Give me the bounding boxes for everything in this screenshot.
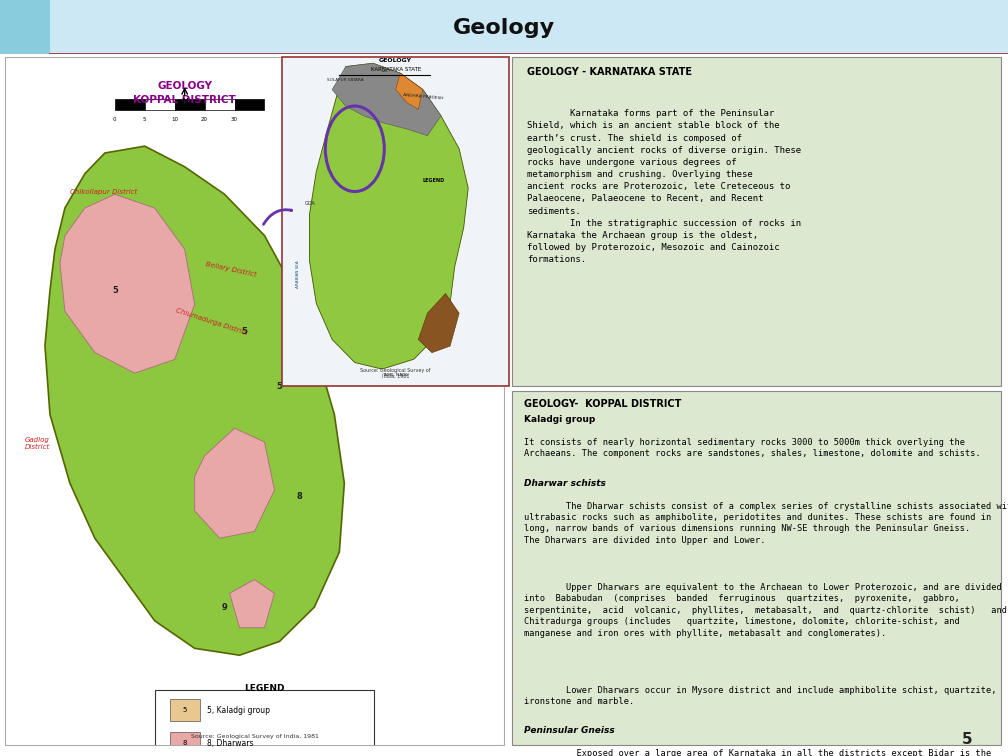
Polygon shape — [45, 146, 345, 655]
Text: 0: 0 — [113, 117, 117, 122]
Bar — [235, 99, 264, 110]
Polygon shape — [395, 73, 423, 110]
Text: LEGEND: LEGEND — [244, 684, 284, 693]
Text: GEOLOGY: GEOLOGY — [379, 58, 412, 64]
Text: TAMIL NADU: TAMIL NADU — [382, 373, 409, 376]
Text: Peninsular Gneiss: Peninsular Gneiss — [524, 727, 615, 736]
Text: SOLAPUR SATARA: SOLAPUR SATARA — [328, 79, 364, 82]
Text: Chiumadurga District: Chiumadurga District — [174, 307, 248, 336]
Text: 5: 5 — [242, 327, 248, 336]
Text: ANDHRA PRADESH: ANDHRA PRADESH — [402, 93, 444, 101]
Text: Dharwar schists: Dharwar schists — [524, 479, 606, 488]
Polygon shape — [230, 580, 274, 627]
Polygon shape — [195, 428, 274, 538]
Text: 9: 9 — [222, 603, 228, 612]
Text: N: N — [181, 98, 188, 107]
Text: Geology: Geology — [453, 18, 555, 39]
Text: Chikollapur District: Chikollapur District — [70, 189, 137, 195]
Text: GEOLOGY: GEOLOGY — [157, 81, 212, 91]
Text: 8: 8 — [182, 740, 186, 746]
Bar — [115, 99, 145, 110]
Text: 8: 8 — [296, 492, 302, 501]
Text: GEOLOGY - KARNATAKA STATE: GEOLOGY - KARNATAKA STATE — [527, 67, 691, 76]
Text: GEOLOGY-  KOPPAL DISTRICT: GEOLOGY- KOPPAL DISTRICT — [524, 398, 681, 409]
Text: 5: 5 — [112, 286, 118, 295]
Bar — [174, 99, 205, 110]
Text: LEGEND: LEGEND — [423, 178, 445, 183]
Text: 10: 10 — [171, 117, 178, 122]
Text: 5: 5 — [143, 117, 146, 122]
Text: Karnataka forms part of the Peninsular
Shield, which is an ancient stable block : Karnataka forms part of the Peninsular S… — [527, 110, 800, 264]
Text: Source: Geological Survey of
India, 1981: Source: Geological Survey of India, 1981 — [361, 368, 430, 379]
Polygon shape — [333, 64, 442, 135]
Text: Kaladgi group: Kaladgi group — [524, 415, 596, 424]
Text: 8, Dharwars: 8, Dharwars — [207, 739, 254, 748]
Text: 5: 5 — [182, 708, 186, 713]
Text: It consists of nearly horizontal sedimentary rocks 3000 to 5000m thick overlying: It consists of nearly horizontal sedimen… — [524, 438, 981, 458]
Text: Lower Dharwars occur in Mysore district and include amphibolite schist, quartzit: Lower Dharwars occur in Mysore district … — [524, 686, 997, 706]
Bar — [154, 689, 374, 756]
Text: Source: Geological Survey of India, 1981: Source: Geological Survey of India, 1981 — [191, 734, 319, 739]
Text: 20: 20 — [202, 117, 208, 122]
Text: The Dharwar schists consist of a complex series of crystalline schists associate: The Dharwar schists consist of a complex… — [524, 501, 1008, 545]
Text: 5, Kaladgi group: 5, Kaladgi group — [207, 706, 270, 714]
Text: Bellary District: Bellary District — [205, 261, 256, 278]
Text: 5: 5 — [962, 732, 973, 747]
Bar — [169, 733, 200, 754]
Text: ARABIAN SEA: ARABIAN SEA — [296, 260, 299, 288]
Text: GOA: GOA — [304, 200, 316, 206]
Polygon shape — [59, 194, 195, 373]
Text: KOPPAL DISTRICT: KOPPAL DISTRICT — [133, 94, 236, 104]
Text: 5: 5 — [276, 383, 282, 392]
Bar — [205, 99, 235, 110]
Bar — [0, 0, 50, 54]
Text: 30: 30 — [231, 117, 238, 122]
Polygon shape — [309, 64, 468, 369]
Bar — [145, 99, 174, 110]
Text: ___: ___ — [381, 69, 387, 73]
Text: KARNATAKA STATE: KARNATAKA STATE — [371, 67, 420, 72]
Text: Upper Dharwars are equivalent to the Archaean to Lower Proterozoic, and are divi: Upper Dharwars are equivalent to the Arc… — [524, 583, 1007, 638]
Bar — [169, 699, 200, 721]
Text: Gadlog
District: Gadlog District — [25, 437, 50, 450]
Text: Exposed over a large area of Karnataka in all the districts except Bidar is the
: Exposed over a large area of Karnataka i… — [524, 749, 997, 756]
Polygon shape — [418, 293, 459, 352]
